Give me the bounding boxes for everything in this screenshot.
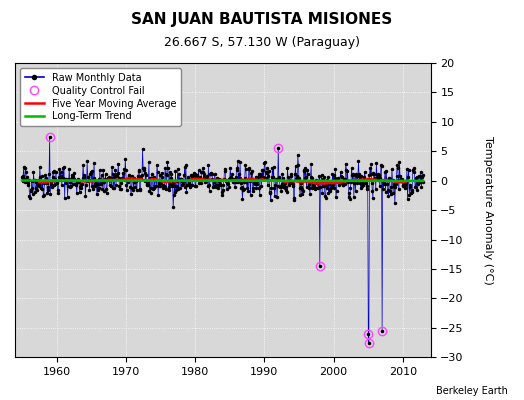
Text: Berkeley Earth: Berkeley Earth: [436, 386, 508, 396]
Text: SAN JUAN BAUTISTA MISIONES: SAN JUAN BAUTISTA MISIONES: [132, 12, 392, 27]
Legend: Raw Monthly Data, Quality Control Fail, Five Year Moving Average, Long-Term Tren: Raw Monthly Data, Quality Control Fail, …: [20, 68, 181, 126]
Text: 26.667 S, 57.130 W (Paraguay): 26.667 S, 57.130 W (Paraguay): [164, 36, 360, 49]
Y-axis label: Temperature Anomaly (°C): Temperature Anomaly (°C): [483, 136, 493, 284]
